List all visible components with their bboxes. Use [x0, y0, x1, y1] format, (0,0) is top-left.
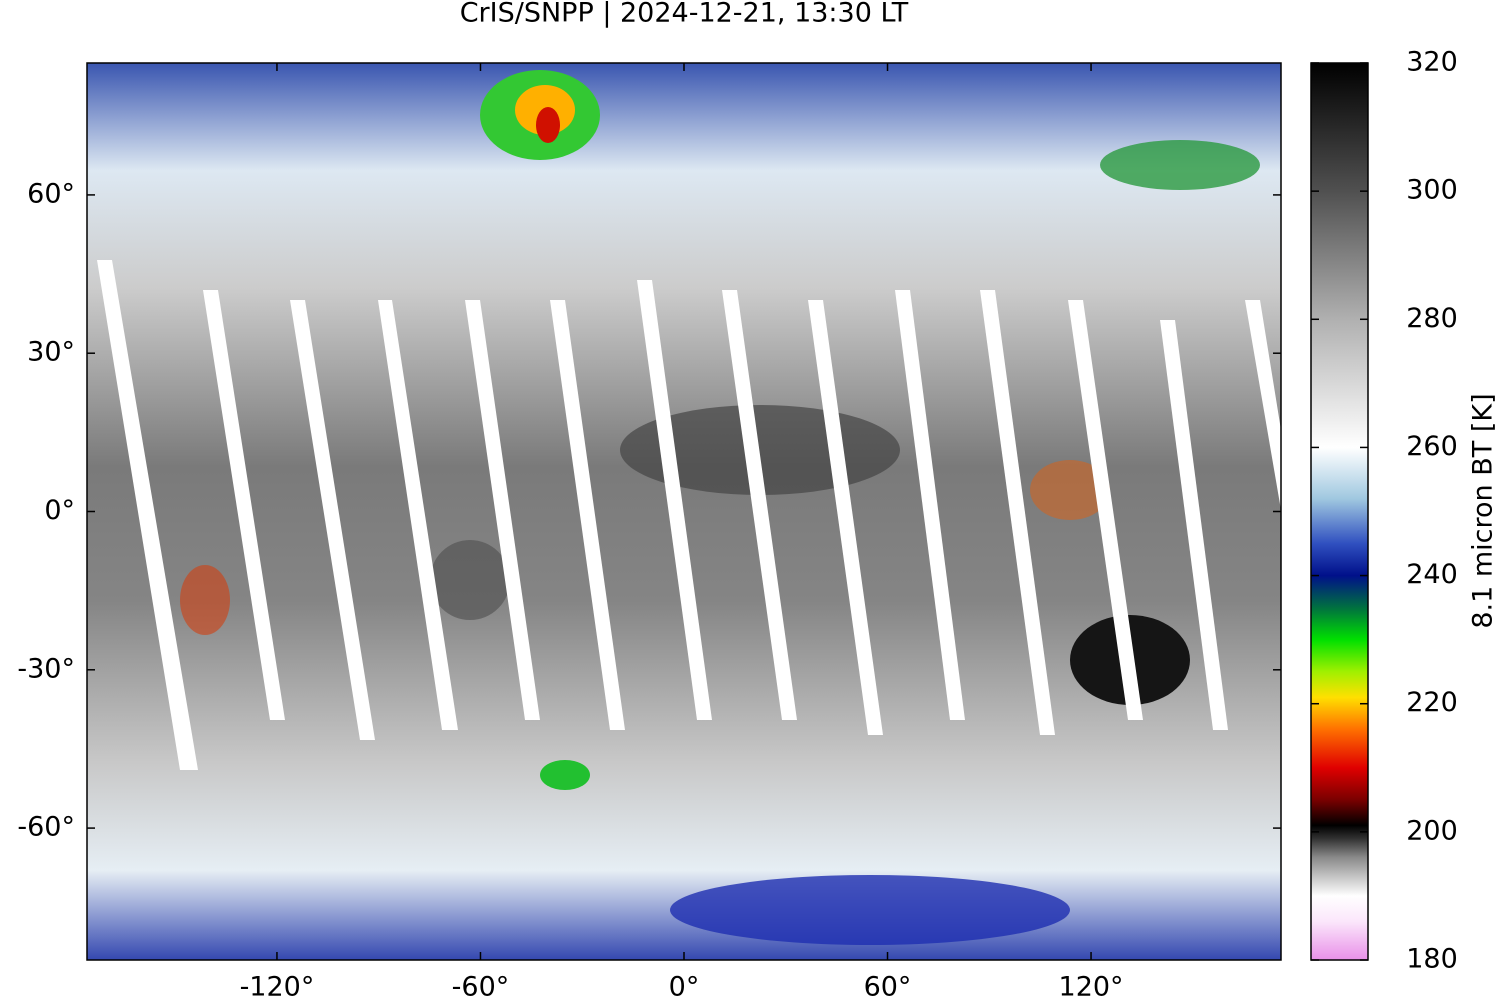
map [86, 62, 1282, 961]
y-tick-label: 0° [44, 495, 75, 526]
y-tick-label: -30° [17, 653, 75, 684]
x-tick-label: -60° [452, 972, 510, 1002]
colorbar-tick-label: 280 [1406, 303, 1458, 334]
colorbar-tick-label: 200 [1406, 815, 1458, 846]
chart-title: CrIS/SNPP | 2024-12-21, 13:30 LT [460, 0, 909, 29]
x-tick-label: 60° [864, 972, 912, 1002]
x-tick-label: -120° [240, 972, 315, 1002]
y-tick-label: 60° [27, 178, 75, 209]
colorbar-tick-label: 300 [1406, 175, 1458, 206]
colorbar-tick-label: 240 [1406, 559, 1458, 590]
colorbar-tick-label: 320 [1406, 47, 1458, 78]
x-tick-label: 0° [669, 972, 700, 1002]
colorbar-tick-label: 260 [1406, 431, 1458, 462]
colorbar-tick-label: 220 [1406, 687, 1458, 718]
colorbar-tick-label: 180 [1406, 944, 1458, 975]
x-tick-label: 120° [1059, 972, 1124, 1002]
colorbar [1310, 62, 1369, 961]
colorbar-label: 8.1 micron BT [K] [1468, 393, 1498, 628]
y-tick-label: 30° [27, 337, 75, 368]
y-tick-label: -60° [17, 812, 75, 843]
